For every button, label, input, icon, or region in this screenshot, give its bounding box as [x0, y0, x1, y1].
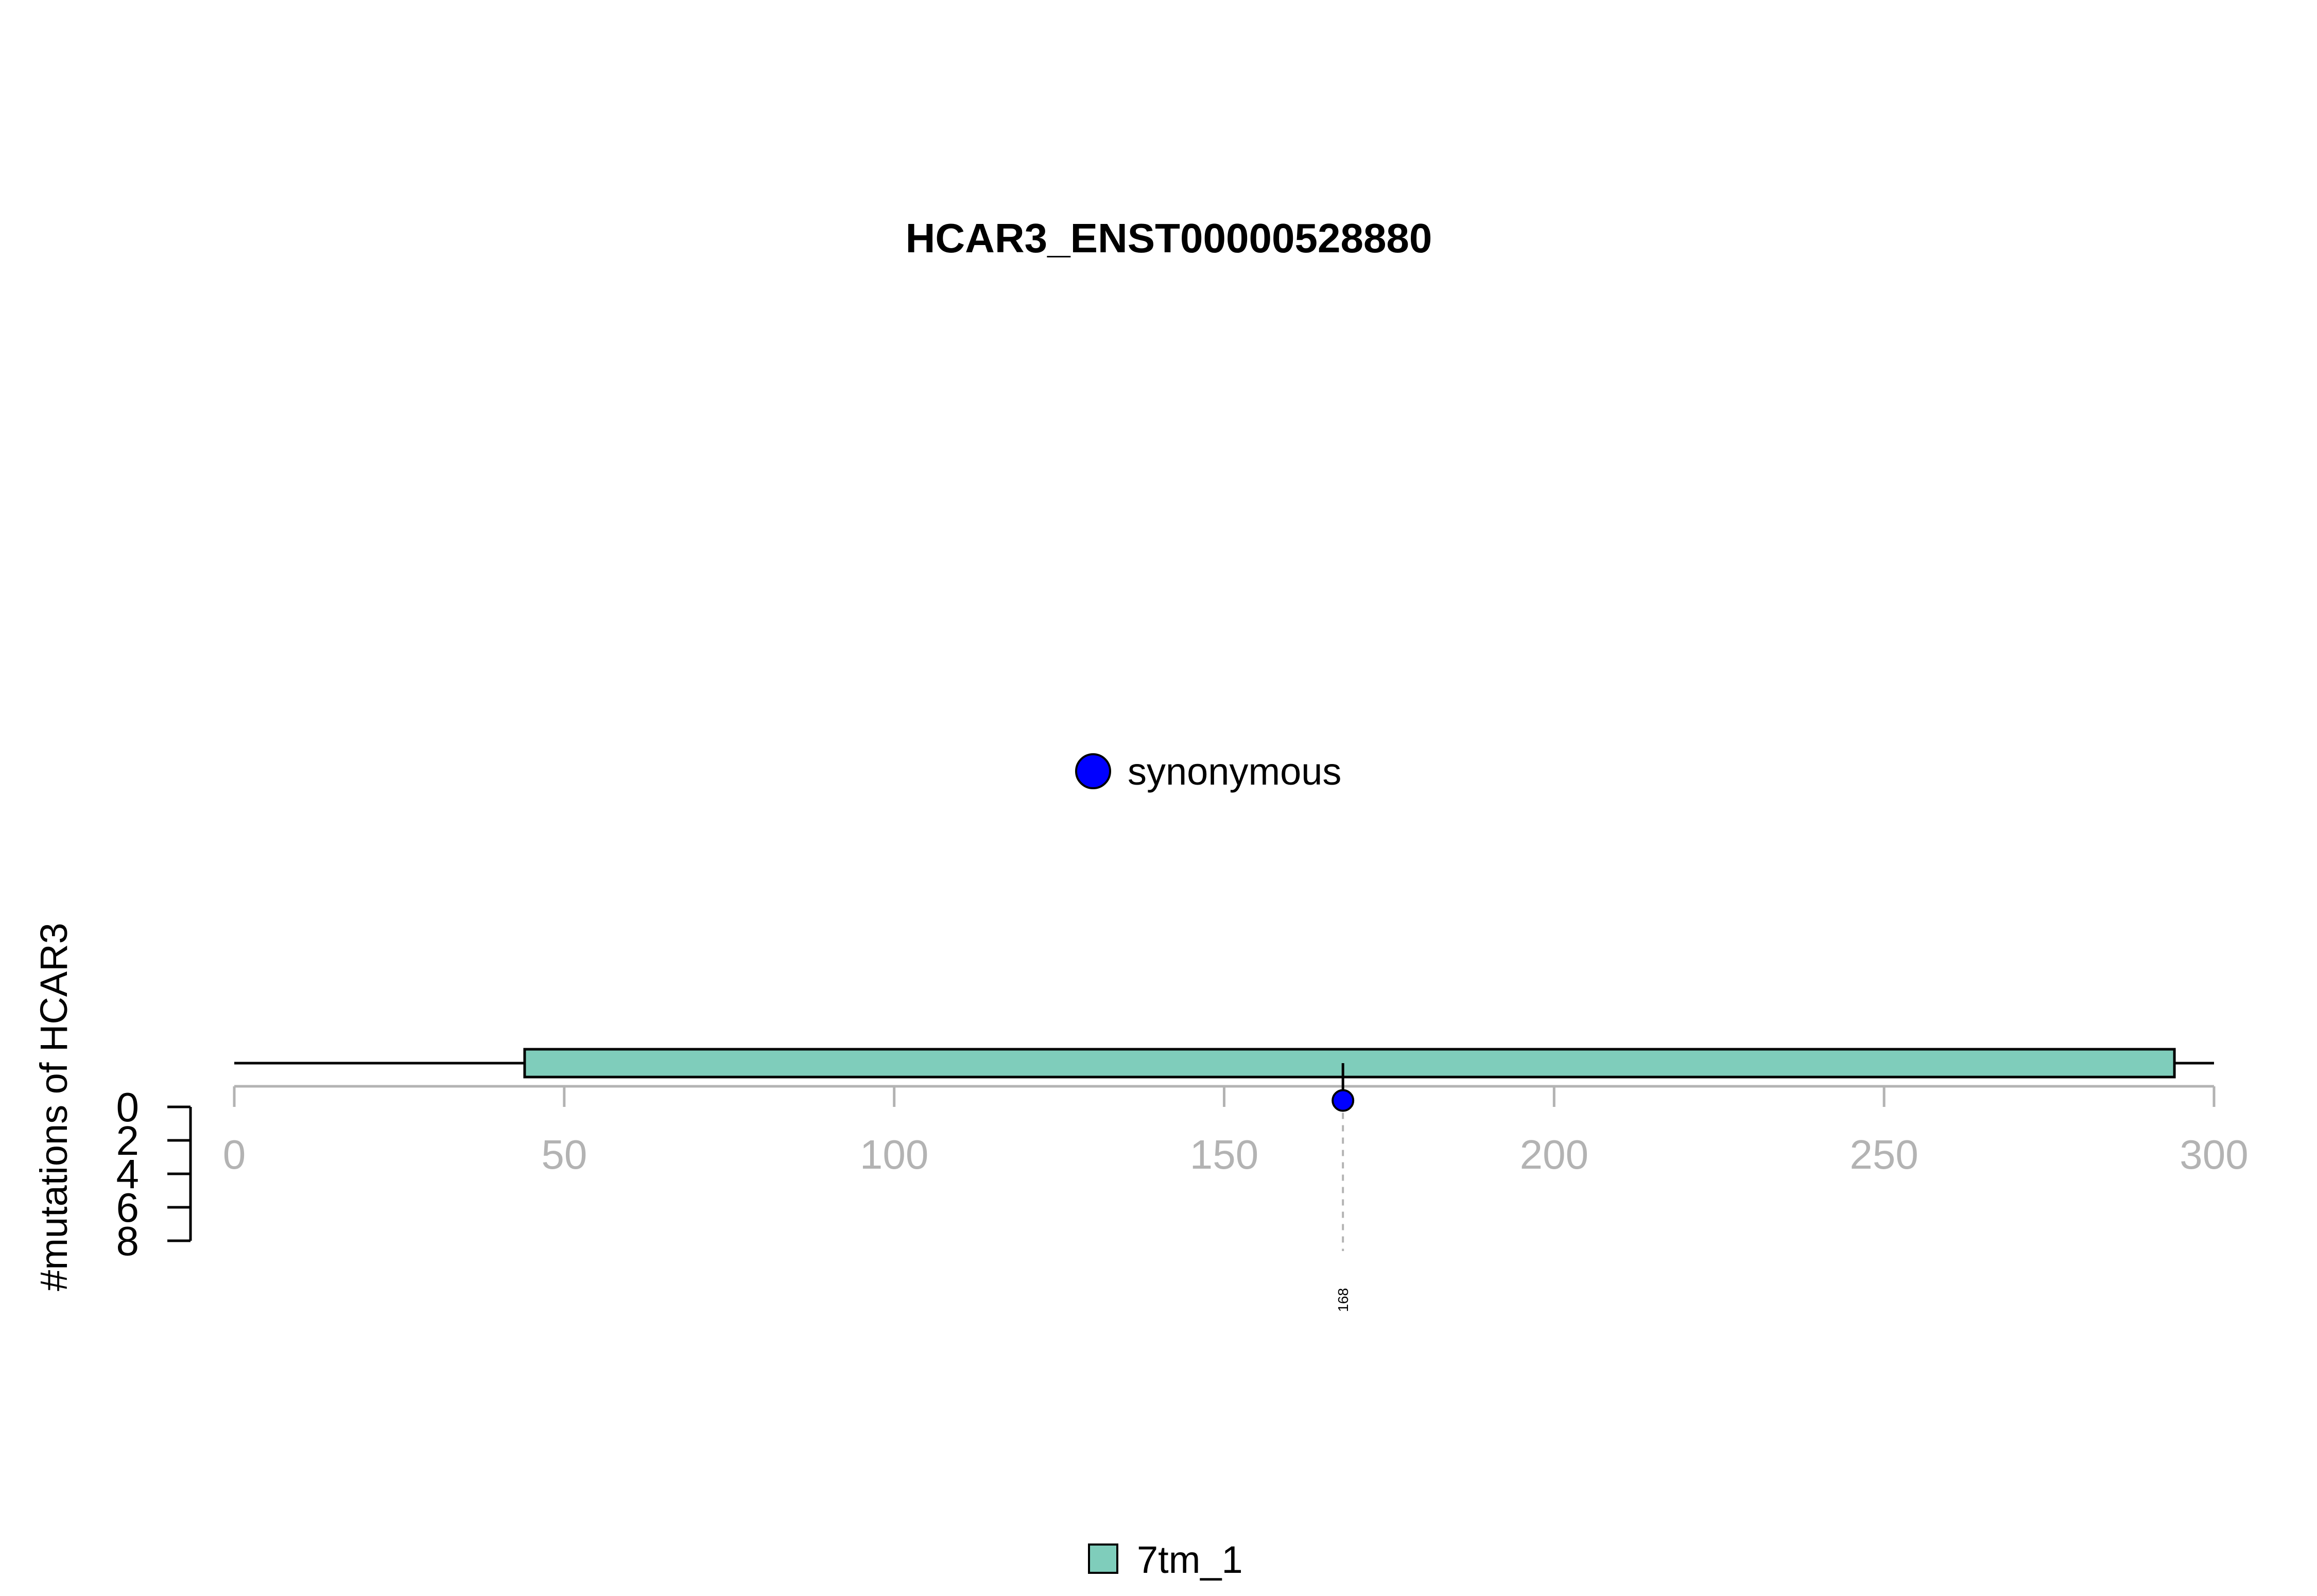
- legend-7tm_1-swatch: [1088, 1543, 1118, 1574]
- x-axis: 0 50 100 150 200 250 300: [223, 1085, 2249, 1177]
- x-tick-label: 300: [2180, 1132, 2248, 1177]
- y-tick-label: 8: [116, 1218, 140, 1264]
- x-tick-label: 200: [1520, 1132, 1588, 1177]
- mutation-legend: synonymous: [1075, 750, 1341, 793]
- x-tick-label: 250: [1849, 1132, 1918, 1177]
- domain-legend: 7tm_1: [1088, 1538, 1243, 1581]
- legend-synonymous-marker: [1075, 753, 1111, 789]
- x-tick-label: 50: [541, 1132, 587, 1177]
- y-tick-label: 6: [116, 1185, 140, 1230]
- mutation-position-label: 168: [1335, 1288, 1351, 1312]
- domain-7tm_1: [523, 1048, 2176, 1079]
- mutation-lollipops: 168: [1332, 1063, 1355, 1312]
- y-tick-label: 2: [116, 1118, 140, 1164]
- protein-track: [234, 1048, 2214, 1079]
- legend-synonymous-label: synonymous: [1128, 750, 1341, 793]
- x-tick-label: 0: [223, 1132, 246, 1177]
- y-tick-label: 4: [116, 1151, 140, 1197]
- chart-title: HCAR3_ENST00000528880: [906, 215, 1432, 261]
- x-tick-label: 100: [860, 1132, 928, 1177]
- legend-7tm_1-label: 7tm_1: [1137, 1538, 1243, 1581]
- y-tick-label: 0: [116, 1084, 140, 1130]
- mutation-point: [1332, 1089, 1355, 1112]
- y-axis-label: #mutations of HCAR3: [32, 923, 75, 1291]
- x-tick-label: 150: [1190, 1132, 1258, 1177]
